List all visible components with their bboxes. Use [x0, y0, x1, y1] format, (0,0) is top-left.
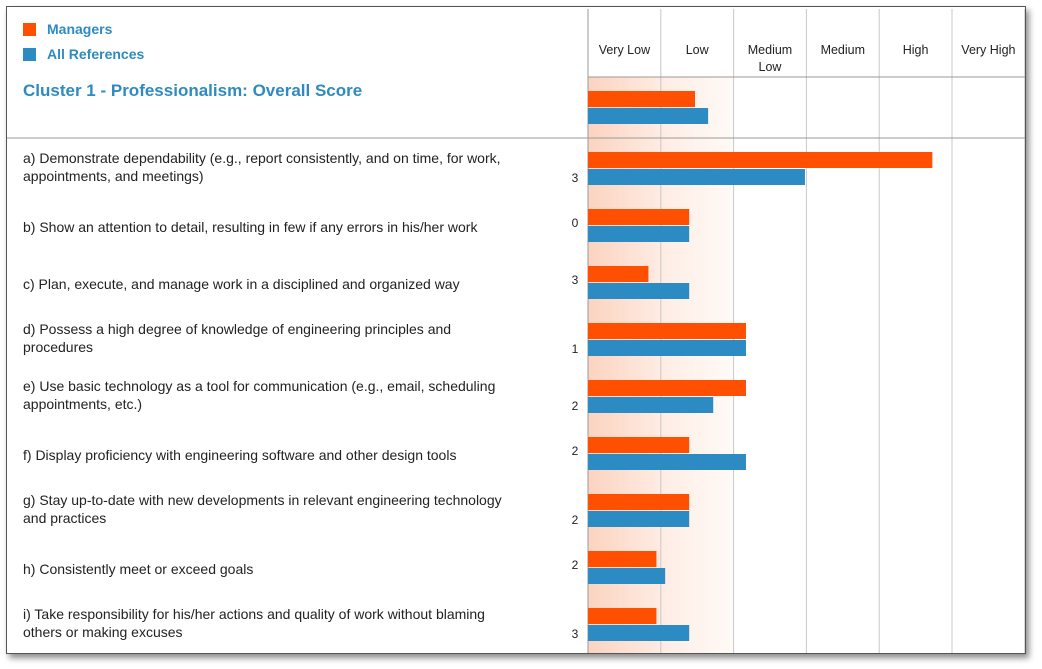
chart-frame: Managers All References Cluster 1 - Profes…	[6, 6, 1026, 654]
bar-all-references-d	[588, 340, 746, 356]
item-label-d-line2: procedures	[23, 339, 93, 355]
column-header-high: High	[903, 43, 929, 57]
bar-all-references-c	[588, 283, 690, 299]
item-label-e-line2: appointments, etc.)	[23, 396, 142, 412]
item-label-c: c) Plan, execute, and manage work in a d…	[23, 276, 460, 292]
overall-bar-managers	[588, 91, 696, 107]
item-label-g-line2: and practices	[23, 510, 106, 526]
legend-swatch-managers	[23, 23, 36, 36]
bar-managers-a	[588, 152, 933, 168]
item-label-i-line2: others or making excuses	[23, 624, 183, 640]
item-count-g: 2	[572, 513, 579, 527]
column-header-low: Low	[686, 43, 710, 57]
item-label-g-line1: g) Stay up-to-date with new developments…	[23, 492, 502, 508]
bar-managers-g	[588, 494, 690, 510]
item-count-f: 2	[572, 444, 579, 458]
legend-label-all-references: All References	[47, 46, 144, 62]
bar-all-references-g	[588, 511, 690, 527]
item-label-a-line2: appointments, and meetings)	[23, 168, 204, 184]
bar-managers-h	[588, 551, 657, 567]
item-count-e: 2	[572, 399, 579, 413]
item-count-i: 3	[572, 627, 579, 641]
bar-managers-d	[588, 323, 746, 339]
item-count-c: 3	[572, 273, 579, 287]
bar-all-references-f	[588, 454, 746, 470]
bar-all-references-h	[588, 568, 666, 584]
bar-managers-i	[588, 608, 657, 624]
legend-swatch-all-references	[23, 48, 36, 61]
item-label-h: h) Consistently meet or exceed goals	[23, 561, 253, 577]
chart-title: Cluster 1 - Professionalism: Overall Sco…	[23, 81, 362, 100]
column-header-medium: Medium	[821, 43, 865, 57]
item-label-d-line1: d) Possess a high degree of knowledge of…	[23, 321, 451, 337]
bar-managers-c	[588, 266, 649, 282]
item-count-b: 0	[572, 216, 579, 230]
item-label-a-line1: a) Demonstrate dependability (e.g., repo…	[23, 150, 501, 166]
chart-svg: Managers All References Cluster 1 - Profes…	[7, 9, 1025, 653]
legend-label-managers: Managers	[47, 21, 113, 37]
column-header-medium-low-line1: Medium	[748, 43, 792, 57]
item-label-f: f) Display proficiency with engineering …	[23, 447, 456, 463]
item-label-b: b) Show an attention to detail, resultin…	[23, 219, 478, 235]
item-count-d: 1	[572, 342, 579, 356]
bar-managers-e	[588, 380, 746, 396]
bar-all-references-e	[588, 397, 714, 413]
column-header-medium-low-line2: Low	[759, 60, 783, 74]
overall-bar-all-references	[588, 108, 709, 124]
bar-managers-f	[588, 437, 690, 453]
item-label-i-line1: i) Take responsibility for his/her actio…	[23, 606, 485, 622]
column-header-very-low: Very Low	[599, 43, 651, 57]
bar-all-references-i	[588, 625, 690, 641]
bar-all-references-b	[588, 226, 690, 242]
item-label-e-line1: e) Use basic technology as a tool for co…	[23, 378, 495, 394]
item-count-h: 2	[572, 558, 579, 572]
bar-all-references-a	[588, 169, 805, 185]
item-count-a: 3	[572, 171, 579, 185]
column-header-very-high: Very High	[961, 43, 1015, 57]
bar-managers-b	[588, 209, 690, 225]
